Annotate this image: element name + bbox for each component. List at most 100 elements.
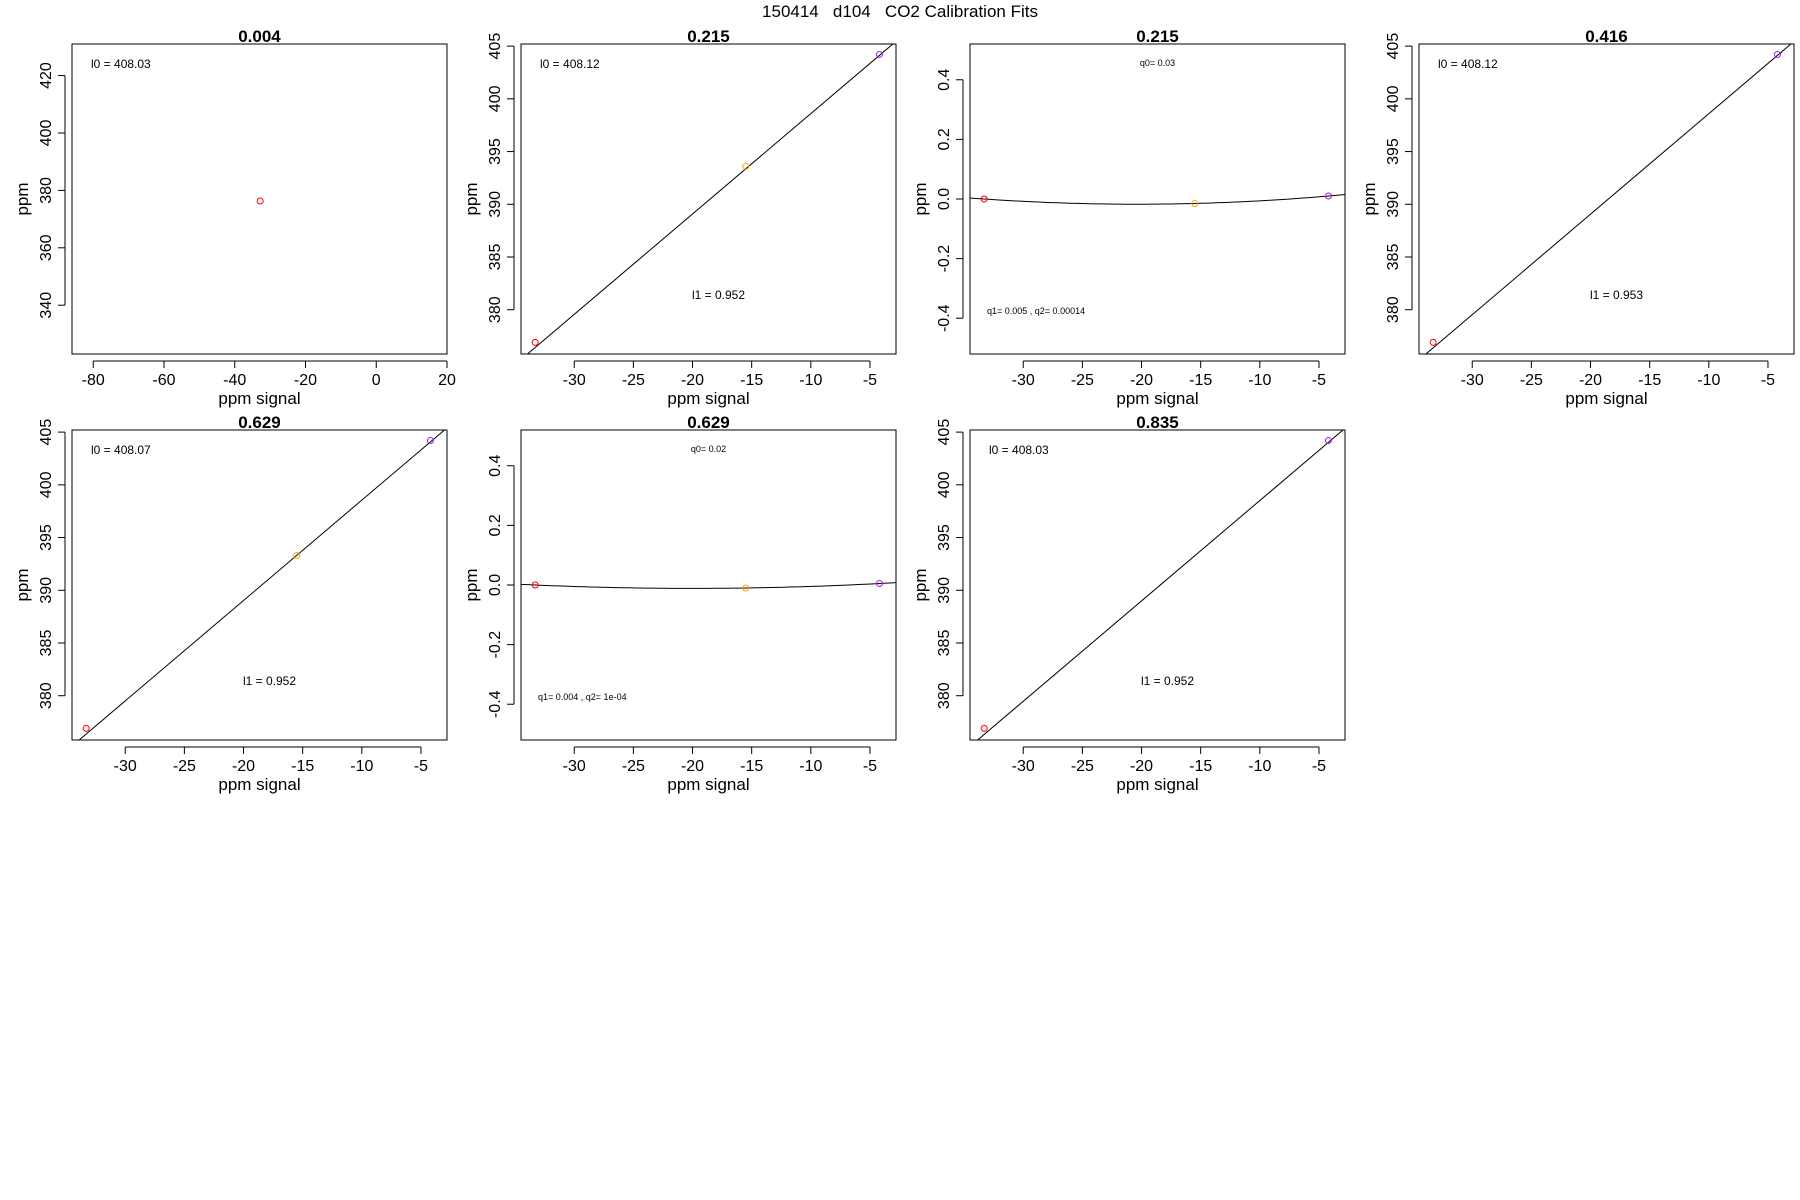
y-tick-label: 390 [487,191,504,218]
data-point [875,51,883,59]
y-tick-label: 390 [38,577,55,604]
data-point [293,551,301,559]
x-tick-label: -5 [1761,372,1775,389]
plot-frame [71,429,448,741]
x-tick-label: -15 [1189,758,1212,775]
fit-line [970,194,1345,205]
x-tick-label: -5 [863,758,877,775]
y-tick-label: 380 [38,177,55,204]
fit-annotation: l1 = 0.953 [1590,288,1643,302]
x-tick-label: -5 [1312,372,1326,389]
fit-annotation: l0 = 408.12 [540,57,600,71]
y-tick-label: 420 [38,62,55,89]
y-axis-label: ppm [462,568,481,601]
x-axis: -30 -25 -20 -15 -10 -5 [1012,360,1326,389]
y-tick-label: 0.4 [487,455,504,477]
panel-title: 0.215 [1136,27,1179,46]
y-tick-label: 380 [936,682,953,709]
data-point [1429,338,1437,346]
y-tick-label: 390 [936,577,953,604]
y-tick-label: 380 [38,682,55,709]
data-point [82,724,90,732]
x-tick-label: -40 [223,372,246,389]
x-axis-label: ppm signal [667,775,749,794]
y-tick-label: 395 [936,524,953,551]
data-point [742,584,750,592]
x-tick-label: -5 [414,758,428,775]
data-point [980,195,988,203]
x-tick-label: -25 [173,758,196,775]
y-axis-label: ppm [911,182,930,215]
x-tick-label: -15 [1638,372,1661,389]
x-axis: -30 -25 -20 -15 -10 -5 [1012,746,1326,775]
y-tick-label: 380 [487,296,504,323]
x-tick-label: -25 [1071,372,1094,389]
y-tick-label: 405 [1385,33,1402,60]
y-axis-label: ppm [13,182,32,215]
y-axis: 380 385 390 395 400 405 [38,419,66,709]
panel-title: 0.835 [1136,413,1179,432]
plot-frame [969,429,1346,741]
calibration-panel-1: 0.004 -80 -60 -40 -20 0 20 ppm signal 340 360 380 4… [13,27,456,408]
y-tick-label: 405 [487,33,504,60]
x-tick-label: -10 [1248,372,1271,389]
y-tick-label: 400 [1385,85,1402,112]
panel-title: 0.004 [238,27,281,46]
panel-title: 0.629 [687,413,730,432]
x-tick-label: -10 [1697,372,1720,389]
x-tick-label: -20 [1130,372,1153,389]
plot-frame [71,43,448,355]
y-tick-label: 400 [38,471,55,498]
y-axis: 380 385 390 395 400 405 [936,419,964,709]
panel-title: 0.416 [1585,27,1628,46]
calibration-panel-5: 0.629 -30 -25 -20 -15 -10 -5 ppm signal 380 385 39… [13,413,448,794]
y-tick-label: 380 [1385,296,1402,323]
data-point [426,437,434,445]
x-tick-label: -30 [1461,372,1484,389]
plot-frame [520,43,897,355]
data-point [875,580,883,588]
y-tick-label: 0.2 [936,128,953,150]
x-tick-label: 20 [438,372,456,389]
x-tick-label: -20 [232,758,255,775]
y-tick-label: 385 [38,630,55,657]
y-tick-label: 390 [1385,191,1402,218]
y-tick-label: 405 [936,419,953,446]
fit-annotation: q1= 0.004 , q2= 1e-04 [538,692,627,702]
y-axis: 380 385 390 395 400 405 [487,33,515,323]
y-tick-label: -0.4 [487,690,504,718]
x-tick-label: -10 [799,372,822,389]
calibration-panel-7: 0.835 -30 -25 -20 -15 -10 -5 ppm signal 380 385 39… [911,413,1346,794]
y-tick-label: 385 [1385,244,1402,271]
y-tick-label: 360 [38,234,55,261]
x-axis: -30 -25 -20 -15 -10 -5 [563,746,877,775]
fit-annotation: l0 = 408.12 [1438,57,1498,71]
x-tick-label: -80 [82,372,105,389]
x-tick-label: -25 [1071,758,1094,775]
y-axis-label: ppm [1360,182,1379,215]
x-tick-label: -10 [799,758,822,775]
y-tick-label: -0.4 [936,304,953,332]
x-axis-label: ppm signal [218,775,300,794]
fit-annotation: q1= 0.005 , q2= 0.00014 [987,306,1085,316]
fit-annotation: q0= 0.03 [1140,58,1175,68]
calibration-panel-3: 0.215 -30 -25 -20 -15 -10 -5 ppm signal -0.4 -0.2… [911,27,1346,408]
data-point [742,162,750,170]
plot-frame [969,43,1346,355]
x-tick-label: -15 [740,758,763,775]
x-tick-label: -20 [1130,758,1153,775]
x-tick-label: 0 [372,372,381,389]
data-point [980,724,988,732]
x-axis-label: ppm signal [1116,775,1198,794]
data-point [1324,437,1332,445]
x-tick-label: -60 [152,372,175,389]
x-axis-label: ppm signal [218,389,300,408]
y-tick-label: 405 [38,419,55,446]
data-point [1191,199,1199,207]
fit-annotation: l1 = 0.952 [243,674,296,688]
y-tick-label: 340 [38,292,55,319]
panel-title: 0.629 [238,413,281,432]
x-tick-label: -30 [114,758,137,775]
fit-annotation: q0= 0.02 [691,444,726,454]
